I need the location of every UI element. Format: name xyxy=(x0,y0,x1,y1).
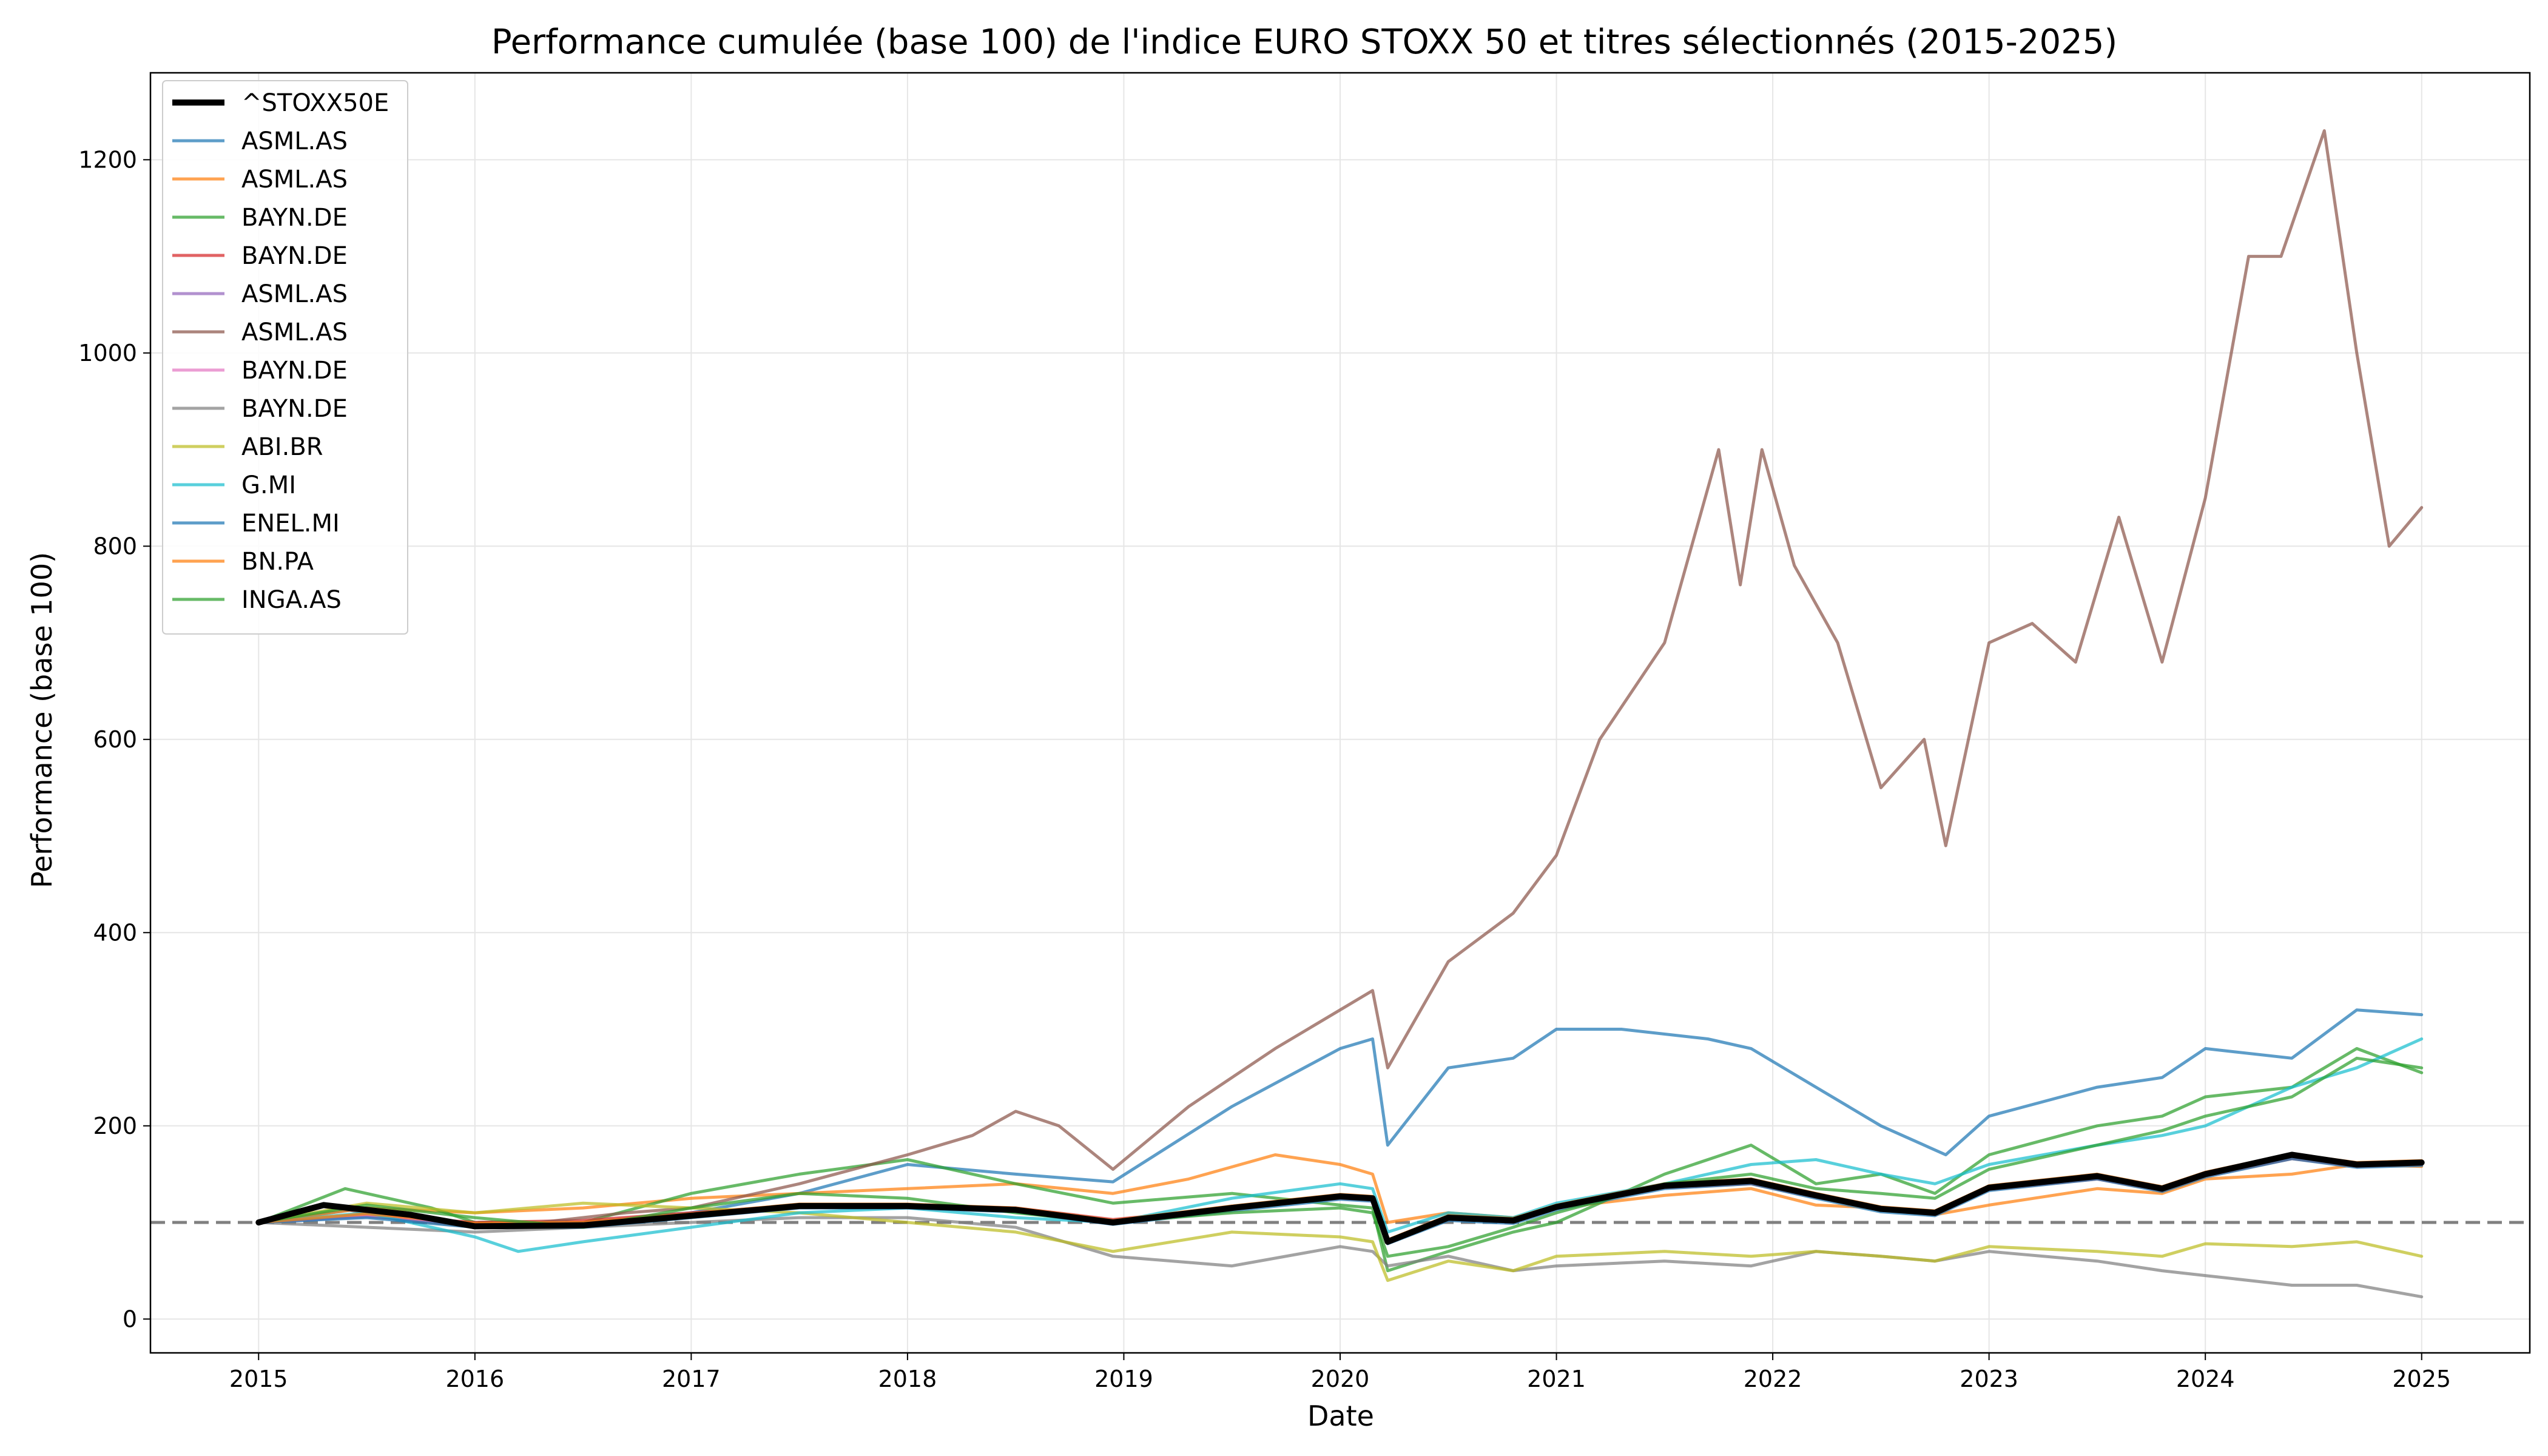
legend-label: BN.PA xyxy=(241,548,314,576)
legend-label: BAYN.DE xyxy=(241,242,348,270)
x-tick-label: 2022 xyxy=(1744,1366,1802,1392)
chart-title: Performance cumulée (base 100) de l'indi… xyxy=(491,22,2117,62)
y-tick-label: 600 xyxy=(93,726,137,753)
x-tick-label: 2021 xyxy=(1527,1366,1586,1392)
y-tick-label: 1200 xyxy=(78,146,137,173)
x-tick-label: 2024 xyxy=(2176,1366,2235,1392)
series-line-0 xyxy=(255,1151,2425,1245)
y-tick-label: 200 xyxy=(93,1113,137,1139)
legend-label: ENEL.MI xyxy=(241,510,340,538)
y-tick-label: 0 xyxy=(123,1306,137,1332)
legend-label: BAYN.DE xyxy=(241,204,348,232)
legend-label: G.MI xyxy=(241,471,296,499)
x-tick-label: 2018 xyxy=(878,1366,937,1392)
y-axis: 0 200 400 600 800 1000 1200 xyxy=(78,146,150,1332)
legend-label: ASML.AS xyxy=(241,127,348,155)
legend-label: BAYN.DE xyxy=(241,395,348,423)
grid xyxy=(150,73,2530,1353)
x-tick-label: 2016 xyxy=(445,1366,504,1392)
y-tick-label: 1000 xyxy=(78,340,137,366)
y-axis-label: Performance (base 100) xyxy=(25,552,58,888)
y-tick-label: 800 xyxy=(93,533,137,559)
x-axis-label: Date xyxy=(1307,1400,1374,1432)
legend-label: ^STOXX50E xyxy=(241,89,389,117)
x-tick-label: 2019 xyxy=(1094,1366,1153,1392)
x-tick-label: 2020 xyxy=(1311,1366,1370,1392)
legend-label: BAYN.DE xyxy=(241,357,348,385)
legend-label: ABI.BR xyxy=(241,433,323,461)
legend-label: INGA.AS xyxy=(241,586,342,614)
x-tick-label: 2023 xyxy=(1960,1366,2018,1392)
legend-label: ASML.AS xyxy=(241,318,348,346)
series-line-10 xyxy=(257,1037,2424,1253)
legend-label: ASML.AS xyxy=(241,280,348,308)
x-tick-label: 2015 xyxy=(229,1366,288,1392)
y-tick-label: 400 xyxy=(93,919,137,946)
series-line-1 xyxy=(257,1008,2424,1229)
series-line-3 xyxy=(257,1046,2424,1273)
x-tick-label: 2025 xyxy=(2392,1366,2451,1392)
series-line-13 xyxy=(257,1056,2424,1258)
legend-box xyxy=(162,80,408,635)
series-layer xyxy=(255,129,2425,1299)
legend-label: ASML.AS xyxy=(241,166,348,194)
legend: ^STOXX50E ASML.AS ASML.AS BAYN.DE BAYN.DE ASM… xyxy=(162,80,408,635)
x-axis: 2015 2016 2017 2018 2019 2020 2021 2022 2023 2024… xyxy=(229,1353,2451,1392)
series-line-6 xyxy=(257,129,2424,1229)
x-tick-label: 2017 xyxy=(662,1366,721,1392)
